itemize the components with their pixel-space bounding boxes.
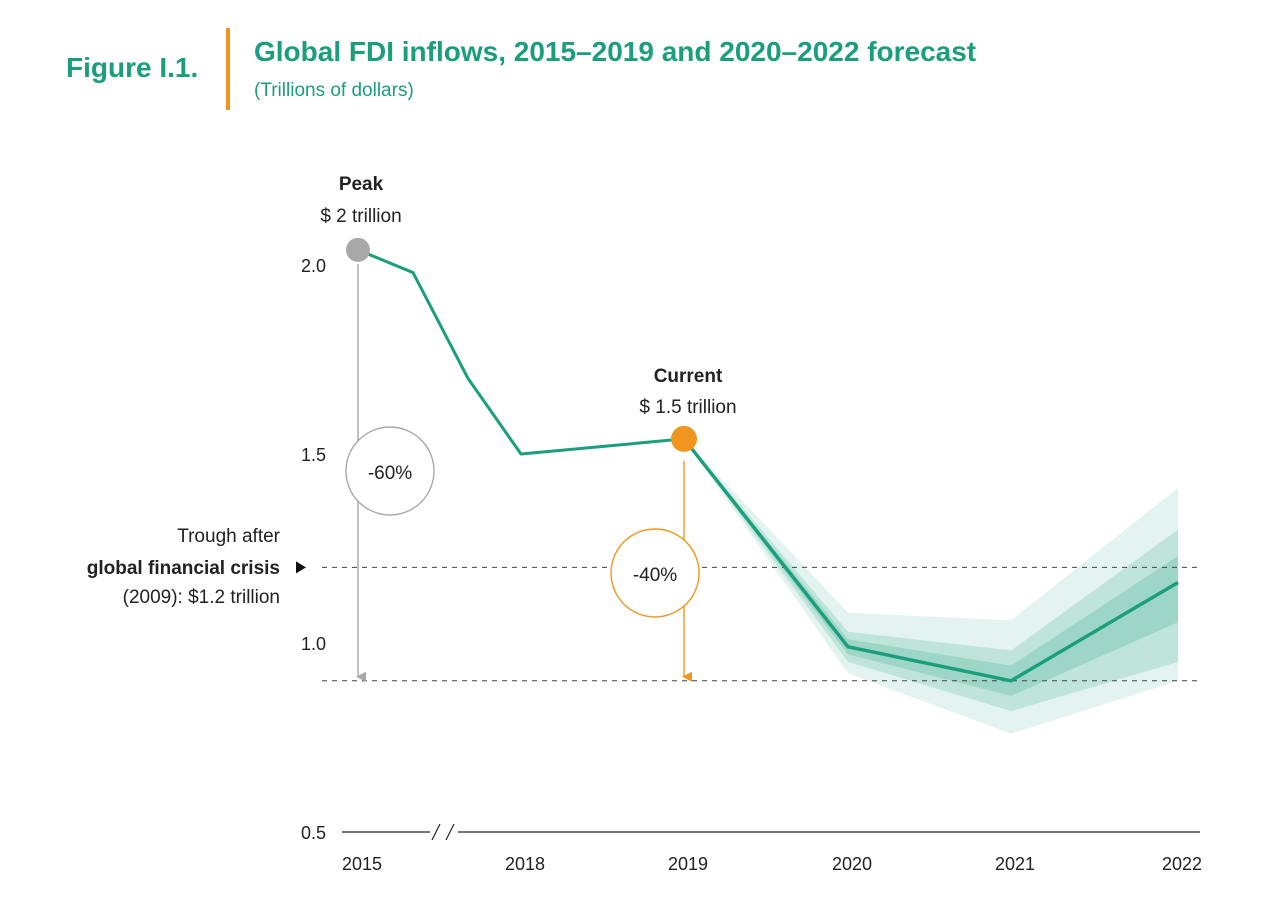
title-divider [226, 28, 230, 110]
x-tick-label: 2018 [505, 854, 545, 874]
annotation-group: Peak $ 2 trillion Current $ 1.5 trillion Tro… [87, 174, 737, 608]
current-value: $ 1.5 trillion [639, 397, 736, 418]
current-drop-label: -40% [633, 565, 677, 586]
y-tick-label: 2.0 [301, 256, 326, 276]
historical-line [357, 248, 685, 456]
x-tick-label: 2020 [832, 854, 872, 874]
y-axis-group: 0.5 1.0 1.5 2.0 [301, 256, 326, 843]
chart-title: Global FDI inflows, 2015–2019 and 2020–2… [254, 36, 977, 67]
y-tick-label: 0.5 [301, 823, 326, 843]
reference-line-group [296, 561, 1200, 682]
forecast-band-group [684, 438, 1178, 734]
forecast-band-inner [684, 438, 1178, 712]
y-tick-label: 1.0 [301, 634, 326, 654]
forecast-line [682, 437, 1179, 683]
peak-marker [346, 237, 370, 262]
trough-pointer-icon [296, 561, 306, 574]
figure-label: Figure I.1. [66, 52, 199, 83]
trough-label-line3: (2009): $1.2 trillion [123, 587, 280, 608]
x-tick-label: 2015 [342, 854, 382, 874]
chart-subtitle: (Trillions of dollars) [254, 80, 414, 101]
x-axis-group [342, 823, 1200, 841]
axis-break-mark [445, 823, 455, 841]
current-label: Current [654, 366, 723, 387]
x-tick-label: 2021 [995, 854, 1035, 874]
peak-drop-label: -60% [368, 463, 412, 484]
trough-label-line1: Trough after [177, 526, 280, 547]
marker-group [346, 237, 697, 452]
trough-label-line2: global financial crisis [87, 558, 280, 579]
y-tick-label: 1.5 [301, 445, 326, 465]
peak-value: $ 2 trillion [320, 206, 401, 227]
x-tick-group: 2015 2018 2019 2020 2021 2022 [342, 854, 1202, 874]
peak-drop-circle [345, 426, 435, 516]
x-tick-label: 2022 [1162, 854, 1202, 874]
x-tick-label: 2019 [668, 854, 708, 874]
current-marker [671, 425, 697, 452]
forecast-band-outer [684, 438, 1178, 734]
peak-label: Peak [339, 174, 384, 195]
series-group [357, 248, 1179, 683]
axis-break-mark [431, 823, 441, 841]
change-annotation-group: -60% -40% [345, 263, 700, 682]
current-drop-circle [610, 528, 700, 618]
